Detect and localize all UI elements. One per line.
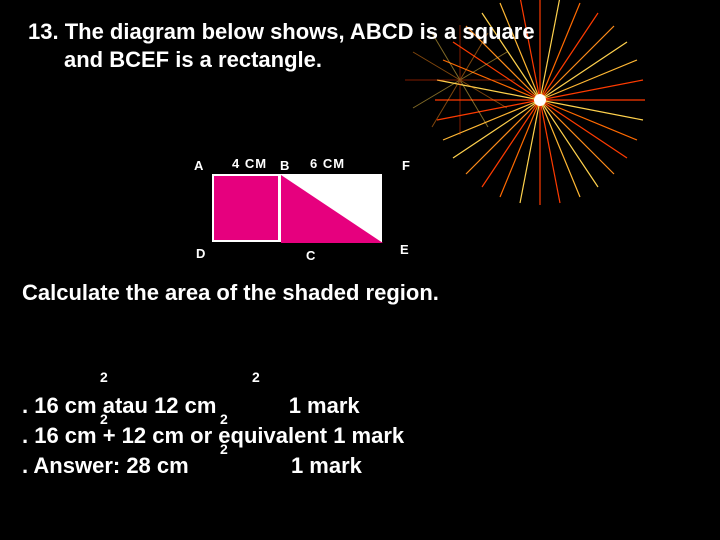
answer-2a: . 16 cm [22, 423, 97, 448]
exponent-1a: 2 [100, 370, 108, 385]
vertex-label-E: E [400, 242, 409, 257]
answer-2b: + 12 cm [97, 423, 184, 448]
dimension-BF: 6 CM [310, 156, 345, 171]
exponent-1b: 2 [252, 370, 260, 385]
question-line-2: and BCEF is a rectangle. [28, 47, 322, 72]
vertex-label-C: C [306, 248, 315, 263]
answer-row-2: . 16 cm + 12 cm or equivalent 1 mark 2 [22, 424, 404, 454]
answer-row-3: . Answer: 28 cm 1 mark [22, 454, 404, 484]
calculate-instruction: Calculate the area of the shaded region. [22, 280, 439, 306]
answer-2c: or equivalent 1 mark [184, 423, 404, 448]
answer-3c: 1 mark [291, 453, 362, 478]
square-ABCD [212, 174, 280, 242]
answer-1b: atau 12 cm [97, 393, 217, 418]
question-text: 13. The diagram below shows, ABCD is a s… [28, 18, 668, 73]
vertex-label-B: B [280, 158, 289, 173]
geometry-diagram: A 4 CM B 6 CM F D C E [202, 150, 452, 260]
answer-1c: 1 mark [289, 393, 360, 418]
vertex-label-A: A [194, 158, 203, 173]
answer-block: 2 2 . 16 cm atau 12 cm 1 mark 2 2 . 16 c… [22, 370, 404, 484]
answer-row-1: . 16 cm atau 12 cm 1 mark 2 2 [22, 394, 404, 424]
question-line-1: 13. The diagram below shows, ABCD is a s… [28, 19, 535, 44]
triangle-BCE [280, 174, 384, 244]
dimension-AB: 4 CM [232, 156, 267, 171]
answer-3a: . Answer: 28 cm [22, 453, 189, 478]
answer-1a: . 16 cm [22, 393, 97, 418]
vertex-label-D: D [196, 246, 205, 261]
vertex-label-F: F [402, 158, 410, 173]
